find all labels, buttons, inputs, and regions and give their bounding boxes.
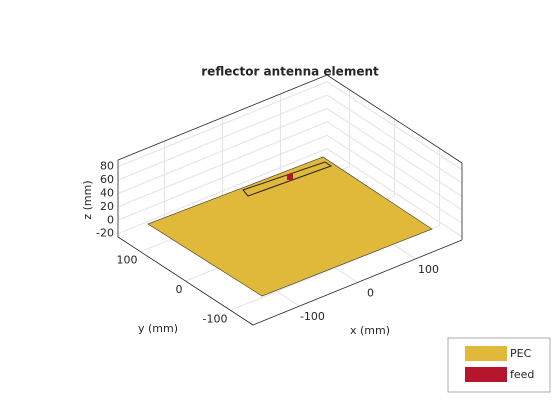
axis-edge: [117, 236, 254, 326]
z-tick-label: 0: [107, 213, 114, 226]
grid-line: [326, 134, 463, 224]
grid-line: [117, 94, 328, 181]
axis-edge: [117, 74, 328, 161]
x-tick-label: 100: [418, 263, 439, 276]
dipole: [242, 161, 333, 197]
grid-line: [326, 148, 463, 238]
y-tick-label: 0: [176, 283, 183, 296]
z-tick-label: -20: [96, 227, 114, 240]
grid-line: [117, 121, 328, 208]
z-tick-label: 60: [100, 173, 114, 186]
grid-line: [117, 108, 328, 194]
legend-swatch: [465, 346, 507, 361]
grid-line: [326, 108, 463, 197]
axis-edge: [326, 74, 463, 164]
axis-edge: [252, 239, 463, 326]
chart-title: reflector antenna element: [201, 65, 379, 79]
legend-label: PEC: [510, 347, 532, 360]
x-tick-label: -100: [300, 310, 325, 323]
grid-line: [326, 121, 463, 211]
z-tick-label: 40: [100, 186, 114, 199]
x-tick-label: 0: [367, 287, 374, 300]
y-tick-label: 100: [117, 254, 138, 267]
x-axis-label: x (mm): [350, 324, 390, 337]
feed: [287, 174, 293, 180]
grid-line: [326, 81, 463, 171]
z-tick-label: 20: [100, 200, 114, 213]
grid-line: [117, 148, 328, 235]
legend-swatch: [465, 367, 507, 382]
grid-line: [326, 94, 463, 184]
z-axis-label: z (mm): [81, 180, 94, 219]
y-tick-label: -100: [203, 312, 228, 325]
z-tick-label: 80: [100, 160, 114, 173]
grid-line: [117, 81, 328, 168]
grid-line: [117, 134, 328, 221]
ground-plane: [147, 156, 433, 297]
y-axis-label: y (mm): [138, 322, 178, 335]
legend-label: feed: [510, 368, 534, 381]
